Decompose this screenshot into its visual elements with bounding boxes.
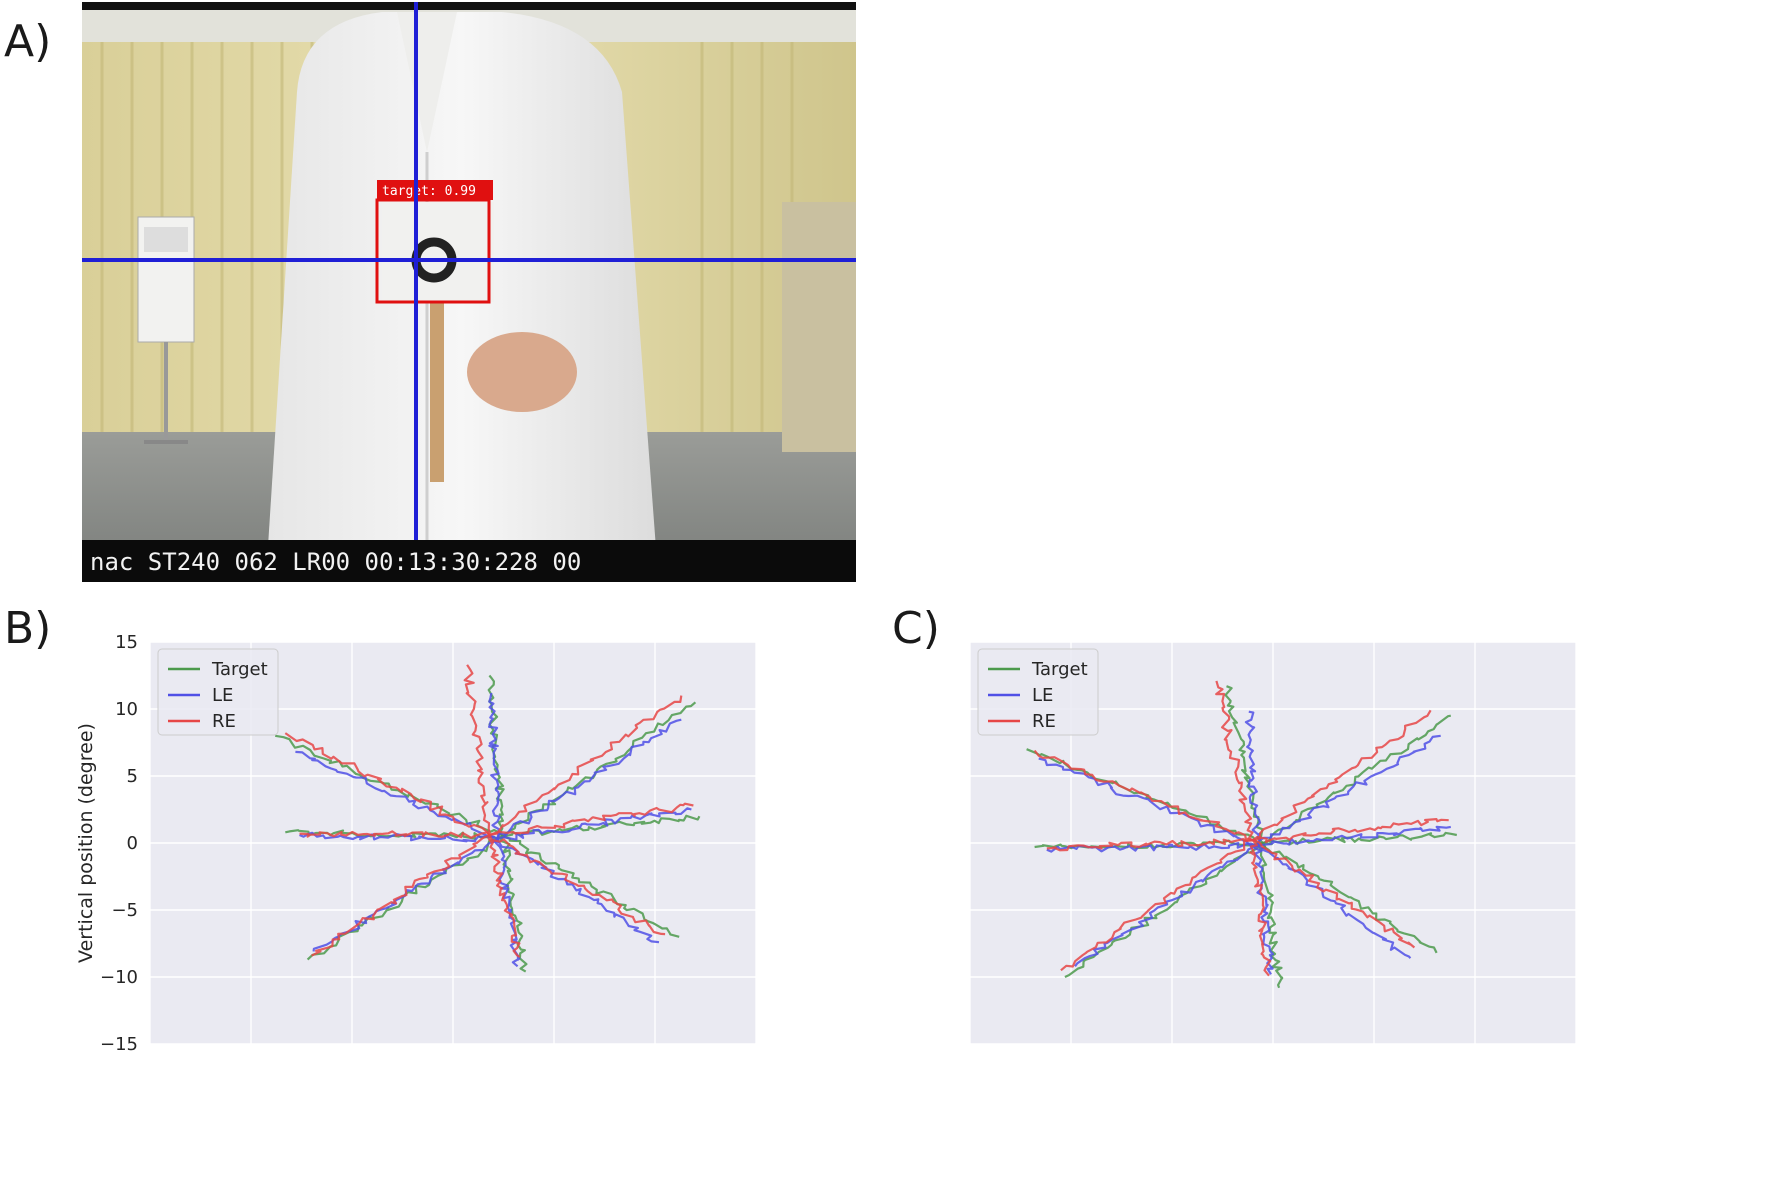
y-tick-label: −5	[111, 900, 138, 921]
y-tick-label: 15	[115, 632, 138, 653]
series-line-le	[1255, 734, 1441, 847]
series-line-target	[1258, 842, 1284, 989]
panel-label-a: A)	[4, 16, 52, 67]
gaze-plot-c: −15−15−10−10−5−5005510101515Horizontal p…	[970, 641, 1588, 1062]
gaze-plot-b: −15−15−10−10−5−5005510101515Horizontal p…	[75, 632, 768, 1062]
series-line-re	[463, 664, 491, 836]
camera-frame-photo: target: 0.99 nac ST240 062 LR00 00:13:30…	[82, 2, 856, 582]
series-line-le	[1256, 844, 1412, 959]
y-tick-label: 10	[115, 699, 138, 720]
top-border	[82, 2, 856, 10]
y-axis-label: Vertical position (degree)	[75, 723, 97, 963]
coat-collar	[397, 12, 457, 152]
door	[782, 202, 856, 452]
series-line-re	[284, 732, 491, 836]
legend-label-le: LE	[212, 685, 233, 706]
series-line-re	[299, 830, 491, 839]
camera-frame-svg: target: 0.99 nac ST240 062 LR00 00:13:30…	[82, 2, 856, 582]
x-tick-label: 10	[1464, 1060, 1487, 1062]
x-tick-label: 15	[1565, 1060, 1588, 1062]
x-tick-label: −10	[232, 1060, 270, 1062]
series-line-re	[1252, 839, 1416, 949]
series-line-re	[1033, 749, 1254, 842]
series-line-target	[503, 835, 680, 938]
series-line-le	[496, 718, 682, 840]
detection-label: target: 0.99	[382, 184, 476, 199]
target-stick	[430, 292, 444, 482]
series-line-re	[488, 834, 666, 936]
series-line-le	[497, 807, 692, 841]
osd-readout: nac ST240 062 LR00 00:13:30:228 00	[90, 548, 581, 576]
legend-box	[157, 648, 279, 736]
series-line-le	[488, 692, 501, 840]
x-tick-label: 0	[1267, 1060, 1278, 1062]
x-tick-label: 5	[548, 1060, 559, 1062]
x-tick-label: −10	[1052, 1060, 1090, 1062]
series-line-re	[489, 802, 694, 837]
series-line-le	[1038, 757, 1257, 848]
series-line-re	[1060, 839, 1253, 972]
series-line-target	[1261, 842, 1438, 954]
series-line-le	[1253, 845, 1274, 975]
series-line-re	[487, 834, 521, 958]
series-line-target	[1224, 685, 1264, 844]
series-line-le	[1256, 825, 1451, 847]
series-line-re	[1215, 680, 1254, 842]
target-card	[382, 202, 494, 302]
x-tick-label: −15	[131, 1060, 169, 1062]
legend-label-target: Target	[211, 659, 268, 680]
panel-label-c: C)	[892, 603, 940, 654]
hand	[467, 332, 577, 412]
series-line-target	[499, 835, 528, 973]
x-tick-label: 10	[644, 1060, 667, 1062]
legend-label-le: LE	[1032, 685, 1053, 706]
legend-label-target: Target	[1031, 659, 1088, 680]
x-tick-label: −5	[1159, 1060, 1186, 1062]
osd-bar	[82, 540, 856, 582]
series-line-re	[1252, 818, 1449, 843]
series-line-re	[489, 695, 683, 837]
x-tick-label: −15	[970, 1060, 989, 1062]
detection-label-bg	[377, 180, 493, 200]
y-tick-label: −15	[100, 1034, 138, 1055]
x-tick-label: −5	[339, 1060, 366, 1062]
y-tick-label: 5	[127, 766, 138, 787]
x-tick-label: 5	[1368, 1060, 1379, 1062]
series-line-re	[1249, 839, 1272, 977]
legend-label-re: RE	[212, 711, 236, 732]
series-line-target	[275, 734, 505, 838]
eye-chart-panel	[144, 227, 188, 252]
y-tick-label: −10	[100, 967, 138, 988]
series-line-le	[1244, 710, 1262, 847]
x-tick-label: 15	[745, 1060, 768, 1062]
y-tick-label: 0	[127, 833, 138, 854]
legend-box	[977, 648, 1099, 736]
legend-label-re: RE	[1032, 711, 1056, 732]
panel-label-b: B)	[4, 603, 52, 654]
series-line-re	[311, 834, 490, 957]
series-line-re	[1046, 838, 1253, 852]
series-line-le	[1074, 844, 1258, 967]
x-tick-label: 0	[447, 1060, 458, 1062]
series-line-re	[1252, 709, 1432, 842]
